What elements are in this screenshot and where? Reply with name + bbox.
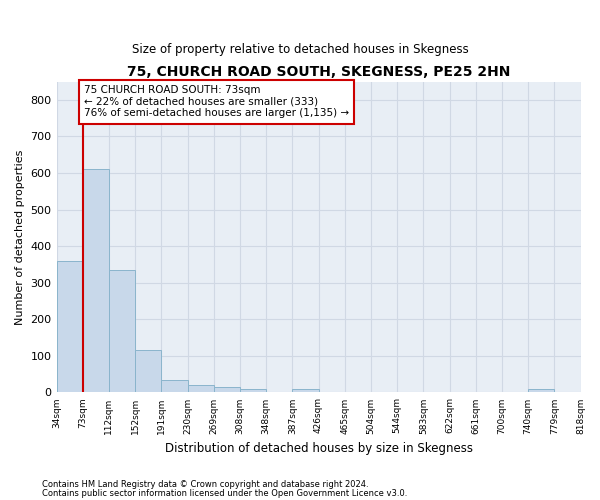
Bar bbox=[161, 380, 188, 392]
Title: 75, CHURCH ROAD SOUTH, SKEGNESS, PE25 2HN: 75, CHURCH ROAD SOUTH, SKEGNESS, PE25 2H… bbox=[127, 65, 510, 79]
Bar bbox=[214, 387, 240, 392]
Bar bbox=[528, 389, 554, 392]
Bar bbox=[83, 170, 109, 392]
Bar bbox=[135, 350, 161, 393]
Y-axis label: Number of detached properties: Number of detached properties bbox=[15, 150, 25, 324]
Text: Contains public sector information licensed under the Open Government Licence v3: Contains public sector information licen… bbox=[42, 488, 407, 498]
Bar bbox=[292, 389, 319, 392]
Text: Size of property relative to detached houses in Skegness: Size of property relative to detached ho… bbox=[131, 42, 469, 56]
Bar bbox=[240, 389, 266, 392]
Bar bbox=[188, 385, 214, 392]
X-axis label: Distribution of detached houses by size in Skegness: Distribution of detached houses by size … bbox=[164, 442, 473, 455]
Bar bbox=[56, 261, 83, 392]
Text: Contains HM Land Registry data © Crown copyright and database right 2024.: Contains HM Land Registry data © Crown c… bbox=[42, 480, 368, 489]
Text: 75 CHURCH ROAD SOUTH: 73sqm
← 22% of detached houses are smaller (333)
76% of se: 75 CHURCH ROAD SOUTH: 73sqm ← 22% of det… bbox=[84, 85, 349, 118]
Bar bbox=[109, 270, 135, 392]
